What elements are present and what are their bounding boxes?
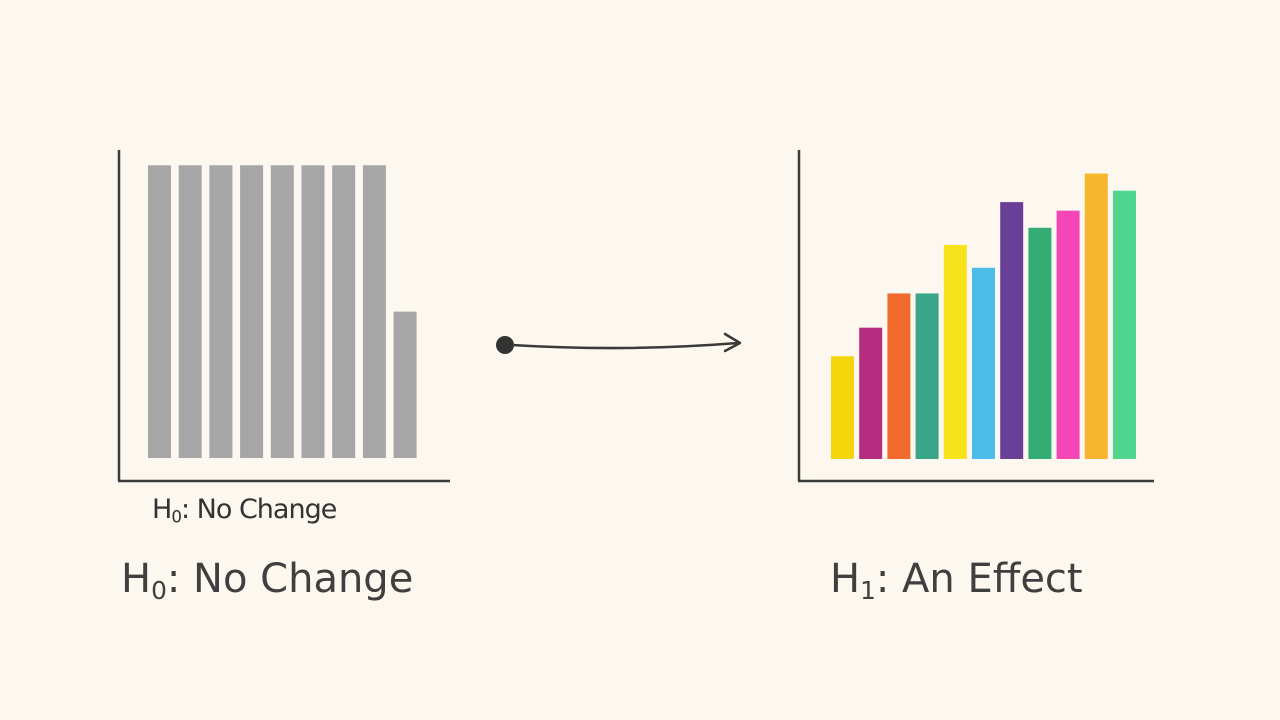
h0-bar-series (148, 165, 417, 459)
h1-bar-1 (831, 356, 854, 459)
transition-arrow (496, 332, 742, 354)
arrow-head (723, 332, 742, 353)
h0-bar-7 (332, 165, 356, 459)
h0-bar-8 (362, 165, 386, 459)
h0-bar-5 (270, 165, 294, 459)
h0-bar-3 (209, 165, 233, 459)
h1-bar-5 (943, 244, 967, 459)
h0-bar-2 (178, 165, 202, 459)
h0-bar-4 (240, 165, 264, 459)
h1-bar-11 (1113, 190, 1136, 459)
h1-bar-3 (887, 293, 911, 459)
h0-bar-9 (393, 311, 417, 458)
h0-bar-1 (148, 165, 171, 459)
h1-bar-8 (1028, 227, 1052, 459)
h0-bar-6 (301, 165, 325, 459)
h1-caption: H1: An Effect (830, 556, 1083, 605)
h1-bar-4 (915, 293, 939, 459)
arrow-line (511, 341, 739, 350)
h0-caption-small: H0: No Change (152, 494, 337, 527)
h1-bar-6 (972, 267, 995, 459)
h1-bar-7 (1000, 202, 1024, 459)
h1-bar-series (831, 173, 1136, 459)
h0-caption: H0: No Change (121, 556, 414, 605)
h1-bar-9 (1056, 210, 1080, 459)
h1-bar-10 (1084, 173, 1108, 459)
arrow-start-dot (496, 336, 514, 354)
h1-bar-2 (859, 327, 883, 459)
